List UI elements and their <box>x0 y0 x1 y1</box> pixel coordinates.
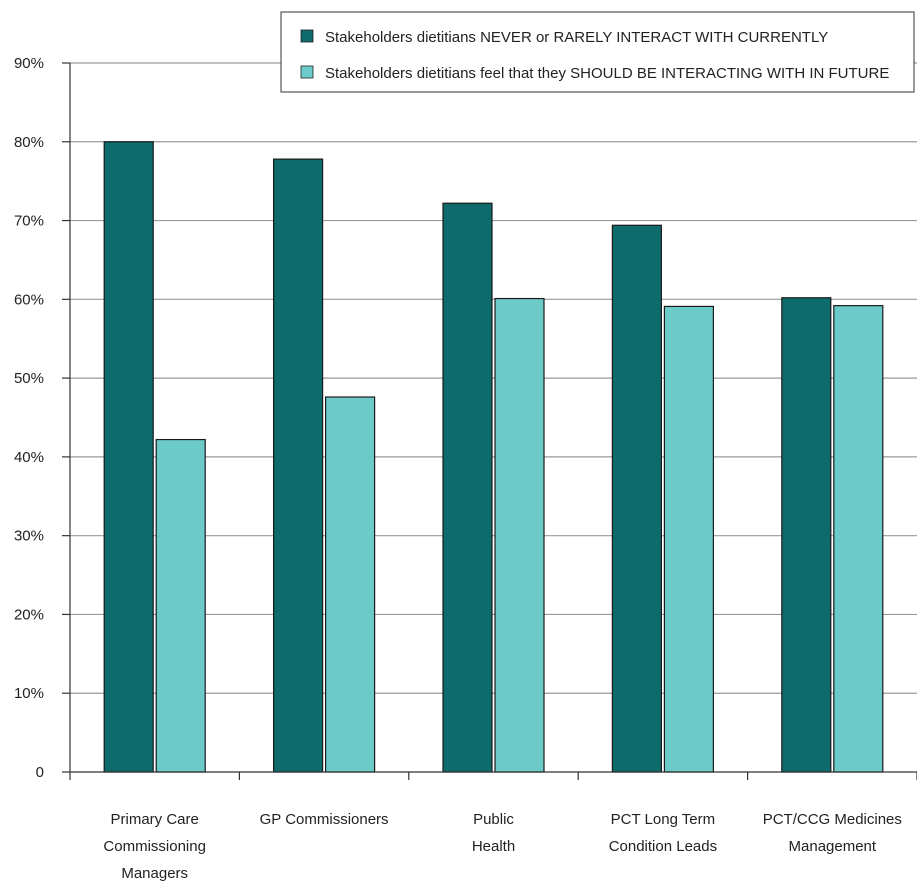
bar-series-2-cat-3 <box>494 297 545 773</box>
legend-label-series-1: Stakeholders dietitians NEVER or RARELY … <box>325 29 828 46</box>
y-tick-label: 40% <box>14 449 44 466</box>
y-tick-label: 0 <box>36 764 44 781</box>
y-axis: 0 10% 20% 30% 40% 50% 60% 70% 80% 90% <box>14 55 71 781</box>
y-tick-label: 60% <box>14 291 44 308</box>
bar-series-2-cat-5 <box>833 305 884 773</box>
x-category-label: Primary Care <box>111 811 199 828</box>
x-category-label: Management <box>789 838 877 855</box>
y-tick-label: 30% <box>14 528 44 545</box>
legend-swatch-series-1 <box>300 29 314 43</box>
x-category-label: Condition Leads <box>609 838 717 855</box>
bar-series-2-cat-4 <box>663 305 715 773</box>
x-category-label: Public <box>473 811 514 828</box>
x-axis: Primary Care Commissioning Managers GP Comm… <box>69 771 917 882</box>
bar-series-1-cat-4 <box>611 224 663 773</box>
legend: Stakeholders dietitians NEVER or RARELY … <box>280 11 915 93</box>
bar-series-2-cat-2 <box>325 396 376 773</box>
legend-swatch-series-2 <box>300 65 314 79</box>
bars <box>103 141 884 773</box>
x-category-label: Managers <box>121 865 188 882</box>
bar-series-1-cat-2 <box>273 158 324 773</box>
y-tick-label: 10% <box>14 685 44 702</box>
x-category-label: PCT/CCG Medicines <box>763 811 902 828</box>
bar-series-2-cat-1 <box>155 438 206 773</box>
bar-series-1-cat-5 <box>781 297 832 773</box>
x-category-label: PCT Long Term <box>611 811 716 828</box>
x-category-label: GP Commissioners <box>260 811 389 828</box>
y-tick-label: 80% <box>14 134 44 151</box>
x-category-label: Commissioning <box>103 838 206 855</box>
y-tick-label: 70% <box>14 213 44 230</box>
legend-box <box>280 11 915 93</box>
legend-label-series-2: Stakeholders dietitians feel that they S… <box>325 65 889 82</box>
y-tick-label: 50% <box>14 370 44 387</box>
x-category-label: Health <box>472 838 515 855</box>
bar-series-1-cat-1 <box>103 141 154 773</box>
bar-series-1-cat-3 <box>442 202 493 773</box>
y-tick-label: 90% <box>14 55 44 72</box>
y-tick-label: 20% <box>14 606 44 623</box>
